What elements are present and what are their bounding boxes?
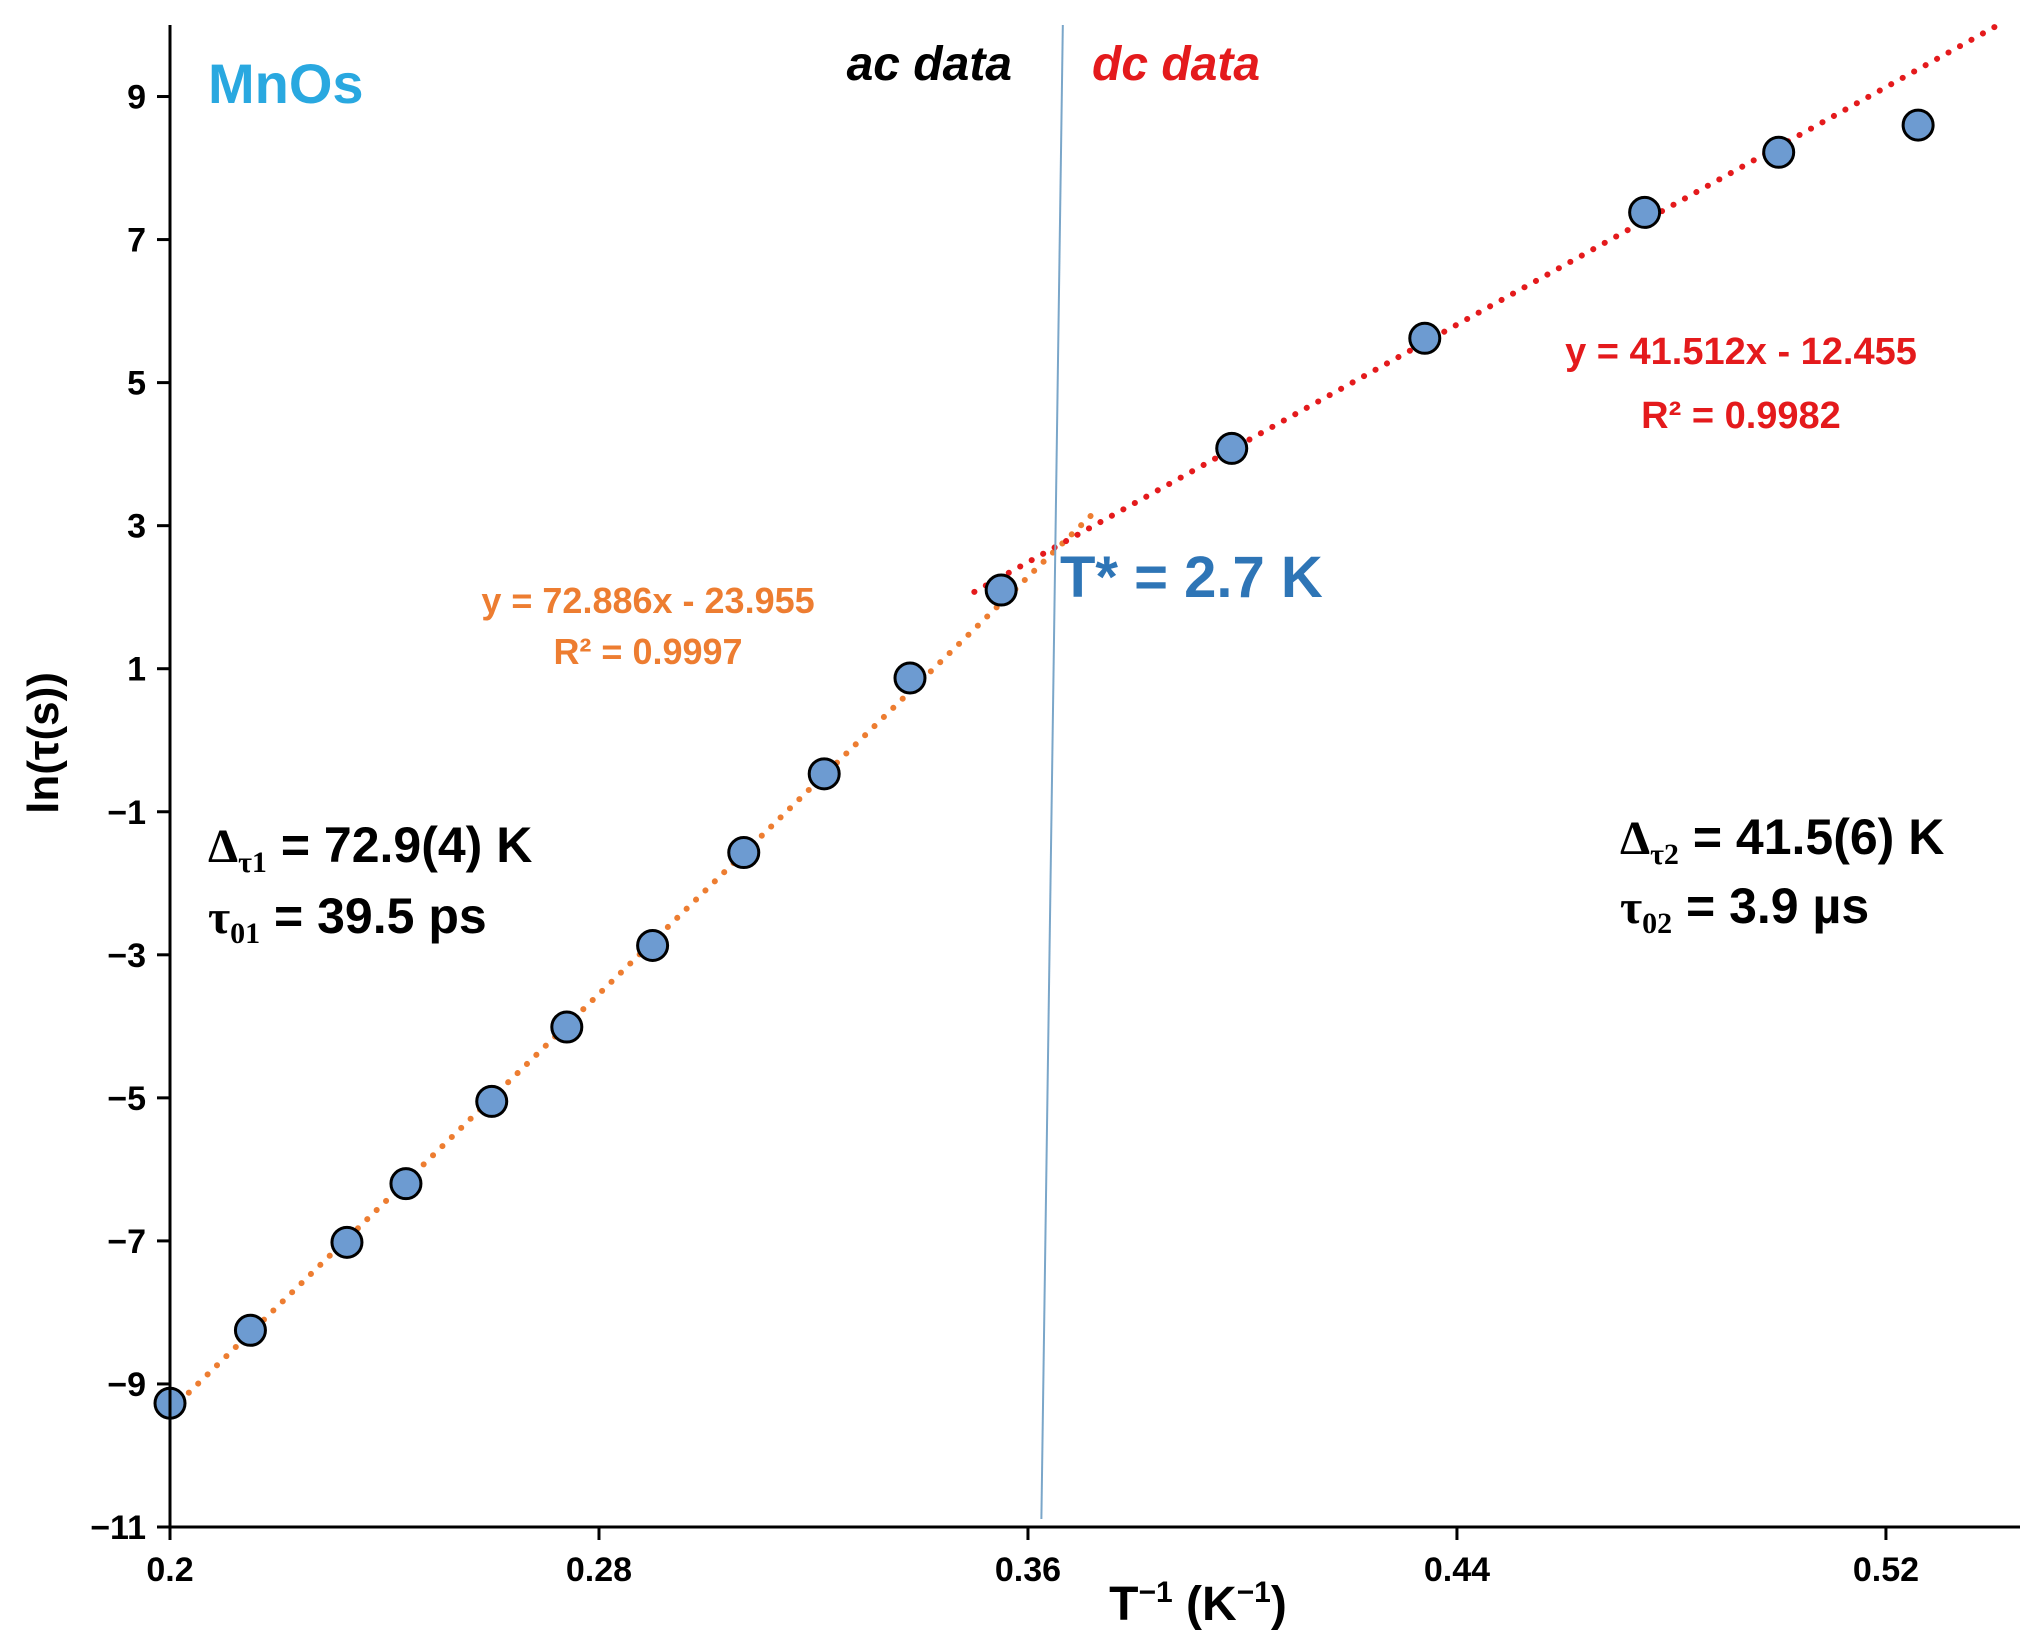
delta-subscript: τ1 <box>238 846 267 879</box>
ac-data-point <box>389 1167 423 1201</box>
delta-value: = 72.9(4) K <box>267 817 532 873</box>
x-axis-title-mid: (K <box>1173 1578 1237 1631</box>
y-tick-label: 1 <box>127 651 146 689</box>
dc-fit-r2: R² = 0.9982 <box>1641 395 1841 437</box>
dc-fit-line <box>971 21 2002 595</box>
y-tick-label: 3 <box>127 508 146 546</box>
ac-data-point <box>233 1313 267 1347</box>
tau-subscript: 02 <box>1642 907 1672 940</box>
tau01-label: τ01 = 39.5 ps <box>208 888 487 950</box>
ac-data-point <box>636 929 670 963</box>
tau02-label: τ02 = 3.9 µs <box>1620 878 1869 940</box>
tau-subscript: 01 <box>230 917 260 950</box>
tau-symbol: τ <box>1620 881 1642 934</box>
x-tick-label: 0.2 <box>146 1551 193 1589</box>
y-axis-title: ln(τ(s)) <box>19 672 68 814</box>
ac-data-point <box>330 1225 364 1259</box>
dc-data-point <box>1408 321 1442 355</box>
ac-data-point <box>893 661 927 695</box>
y-tick-label: −11 <box>90 1509 146 1547</box>
y-tick-label: −1 <box>107 794 146 832</box>
dc-fit-equation: y = 41.512x - 12.455 <box>1565 331 1917 373</box>
x-axis-title-exp2: −1 <box>1237 1576 1271 1609</box>
ac-data-point <box>727 836 761 870</box>
tau-value: = 39.5 ps <box>260 888 487 944</box>
delta-symbol: Δ <box>1620 812 1650 865</box>
delta-tau1-label: Δτ1 = 72.9(4) K <box>208 817 532 879</box>
delta-value: = 41.5(6) K <box>1679 809 1944 865</box>
x-axis-title-base: T <box>1109 1578 1138 1631</box>
delta-subscript: τ2 <box>1650 838 1679 871</box>
y-tick-label: 5 <box>127 365 146 403</box>
tau-symbol: τ <box>208 891 230 944</box>
ac-fit-r2: R² = 0.9997 <box>553 631 742 672</box>
dc-data-point <box>1762 135 1796 169</box>
x-axis-title-end: ) <box>1271 1578 1287 1631</box>
y-tick-label: −5 <box>107 1080 146 1118</box>
y-tick-label: −9 <box>107 1366 146 1404</box>
dc-data-point <box>1215 431 1249 465</box>
sample-label: MnOs <box>208 52 364 115</box>
ac-data-point <box>807 757 841 791</box>
x-axis-title: T−1 (K−1) <box>1109 1576 1287 1631</box>
axes: 9 7 5 3 1 −1 −3 −5 −7 −9 −110.2 0.28 0.36 0.44 0.52 <box>90 25 2020 1589</box>
y-tick-label: −3 <box>107 937 146 975</box>
y-tick-label: 9 <box>127 79 146 117</box>
ac-fit-equation: y = 72.886x - 23.955 <box>481 580 814 621</box>
dc-data-point <box>1628 195 1662 229</box>
y-tick-label: −7 <box>107 1223 146 1261</box>
delta-tau2-label: Δτ2 = 41.5(6) K <box>1620 809 1944 871</box>
data-points <box>153 108 1935 1420</box>
dc-data-point <box>1901 108 1935 142</box>
ac-data-point <box>475 1084 509 1118</box>
ac-dc-divider <box>1040 24 1064 1520</box>
x-tick-label: 0.52 <box>1853 1551 1919 1589</box>
tau-value: = 3.9 µs <box>1672 878 1869 934</box>
ac-data-point <box>550 1010 584 1044</box>
tstar-label: T* = 2.7 K <box>1060 545 1323 610</box>
delta-symbol: Δ <box>208 820 238 873</box>
fit-lines <box>167 21 2002 1414</box>
x-tick-label: 0.28 <box>566 1551 632 1589</box>
x-tick-label: 0.36 <box>995 1551 1061 1589</box>
ac-data-point <box>984 573 1018 607</box>
y-tick-label: 7 <box>127 222 146 260</box>
x-axis-title-exp1: −1 <box>1138 1576 1172 1609</box>
dc-data-label: dc data <box>1092 38 1260 91</box>
x-tick-label: 0.44 <box>1424 1551 1490 1589</box>
ac-data-label: ac data <box>847 38 1012 91</box>
